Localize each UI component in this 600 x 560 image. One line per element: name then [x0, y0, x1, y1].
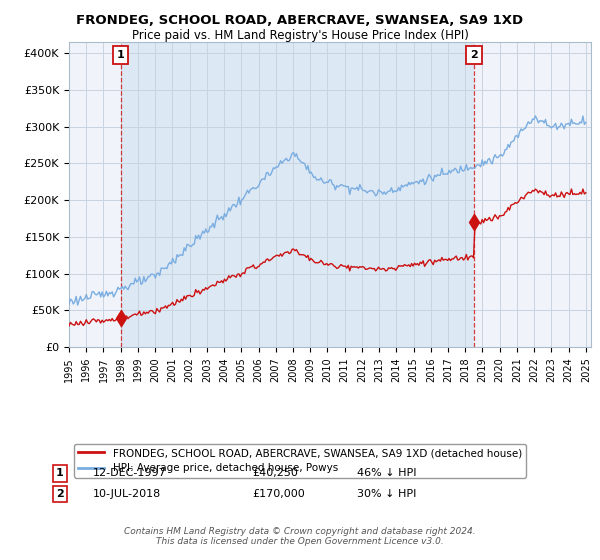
Text: 12-DEC-1997: 12-DEC-1997: [93, 468, 167, 478]
Bar: [121, 42, 474, 347]
Text: £170,000: £170,000: [252, 489, 305, 499]
Text: 1: 1: [117, 50, 125, 60]
Text: Contains HM Land Registry data © Crown copyright and database right 2024.
This d: Contains HM Land Registry data © Crown c…: [124, 526, 476, 546]
Text: 1: 1: [56, 468, 64, 478]
Text: 10-JUL-2018: 10-JUL-2018: [93, 489, 161, 499]
Text: FRONDEG, SCHOOL ROAD, ABERCRAVE, SWANSEA, SA9 1XD: FRONDEG, SCHOOL ROAD, ABERCRAVE, SWANSEA…: [76, 14, 524, 27]
Text: 2: 2: [470, 50, 478, 60]
Text: Price paid vs. HM Land Registry's House Price Index (HPI): Price paid vs. HM Land Registry's House …: [131, 29, 469, 42]
Text: 2: 2: [56, 489, 64, 499]
Text: £40,250: £40,250: [252, 468, 298, 478]
Text: 30% ↓ HPI: 30% ↓ HPI: [357, 489, 416, 499]
Text: 46% ↓ HPI: 46% ↓ HPI: [357, 468, 416, 478]
Legend: FRONDEG, SCHOOL ROAD, ABERCRAVE, SWANSEA, SA9 1XD (detached house), HPI: Average: FRONDEG, SCHOOL ROAD, ABERCRAVE, SWANSEA…: [74, 444, 526, 478]
